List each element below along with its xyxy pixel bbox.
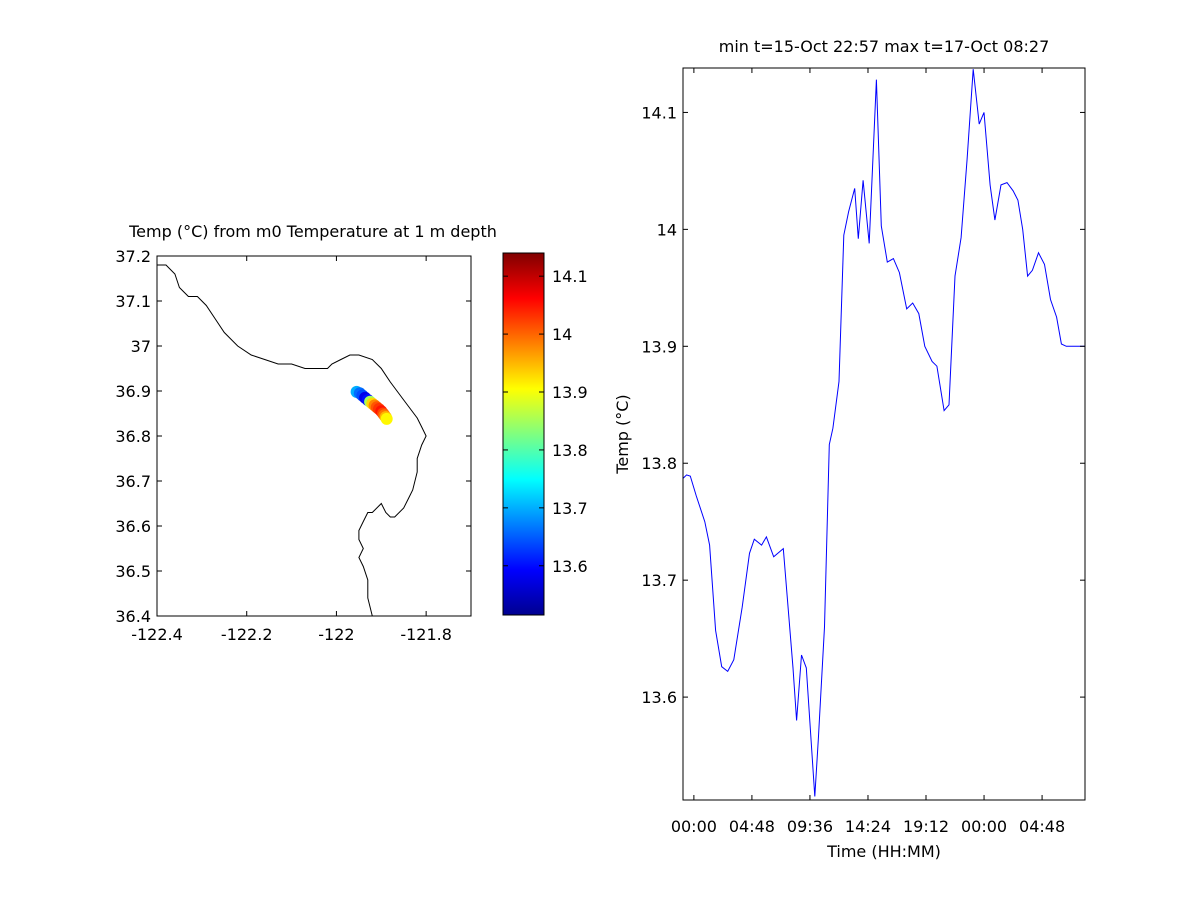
- map-y-ticks: 36.4 36.5 36.6 36.7 36.8 36.9 37 37.1 37.2: [115, 247, 471, 626]
- colorbar-tick-label: 14.1: [552, 267, 588, 286]
- colorbar: 13.6 13.7 13.8 13.9 14 14.1: [502, 252, 588, 616]
- map-plot-area: [157, 264, 427, 617]
- timeseries-x-tick-label: 14:24: [845, 817, 891, 836]
- map-panel: Temp (°C) from m0 Temperature at 1 m dep…: [115, 222, 497, 644]
- map-y-tick-label: 36.5: [115, 562, 151, 581]
- map-title: Temp (°C) from m0 Temperature at 1 m dep…: [128, 222, 497, 241]
- temperature-point: [380, 412, 393, 425]
- timeseries-x-ticks: 00:00 04:48 09:36 14:24 19:12 00:00 04:48: [671, 68, 1065, 836]
- colorbar-tick-label: 13.6: [552, 557, 588, 576]
- coastline: [157, 264, 427, 617]
- colorbar-tick-label: 14: [552, 325, 572, 344]
- temperature-series-line: [682, 69, 1085, 797]
- map-x-tick-label: -122.2: [221, 625, 273, 644]
- colorbar-gradient: [502, 252, 545, 616]
- colorbar-tick-label: 13.9: [552, 383, 588, 402]
- map-y-tick-label: 37: [131, 337, 151, 356]
- map-y-tick-label: 36.4: [115, 607, 151, 626]
- timeseries-x-axis-label: Time (HH:MM): [826, 842, 941, 861]
- temperature-points: [350, 385, 393, 425]
- timeseries-y-tick-label: 13.8: [641, 454, 677, 473]
- map-x-tick-label: -122: [318, 625, 354, 644]
- timeseries-y-tick-label: 13.9: [641, 337, 677, 356]
- map-x-tick-label: -121.8: [400, 625, 452, 644]
- timeseries-x-tick-label: 09:36: [787, 817, 833, 836]
- timeseries-x-tick-label: 04:48: [1019, 817, 1065, 836]
- map-y-tick-label: 36.9: [115, 382, 151, 401]
- map-y-tick-label: 37.1: [115, 292, 151, 311]
- timeseries-axes-box: [682, 67, 1086, 801]
- map-y-tick-label: 36.7: [115, 472, 151, 491]
- map-x-ticks: -122.4 -122.2 -122 -121.8: [131, 256, 452, 644]
- timeseries-x-tick-label: 00:00: [671, 817, 717, 836]
- timeseries-panel: min t=15-Oct 22:57 max t=17-Oct 08:27 00…: [613, 37, 1086, 861]
- coastline-path: [157, 264, 427, 617]
- timeseries-x-tick-label: 19:12: [903, 817, 949, 836]
- timeseries-y-tick-label: 13.7: [641, 571, 677, 590]
- map-y-tick-label: 36.6: [115, 517, 151, 536]
- map-x-tick-label: -122.4: [131, 625, 183, 644]
- timeseries-y-tick-label: 14: [657, 220, 677, 239]
- timeseries-x-tick-label: 00:00: [961, 817, 1007, 836]
- colorbar-ticks: 13.6 13.7 13.8 13.9 14 14.1: [503, 267, 588, 576]
- map-y-tick-label: 36.8: [115, 427, 151, 446]
- timeseries-title: min t=15-Oct 22:57 max t=17-Oct 08:27: [719, 37, 1050, 56]
- map-y-tick-label: 37.2: [115, 247, 151, 266]
- timeseries-x-tick-label: 04:48: [729, 817, 775, 836]
- timeseries-y-ticks: 13.6 13.7 13.8 13.9 14 14.1: [641, 103, 1085, 707]
- map-axes-box: [156, 255, 472, 617]
- timeseries-y-axis-label: Temp (°C): [613, 394, 632, 474]
- timeseries-y-tick-label: 13.6: [641, 688, 677, 707]
- timeseries-y-tick-label: 14.1: [641, 103, 677, 122]
- timeseries-plot-area: [682, 69, 1085, 797]
- colorbar-tick-label: 13.7: [552, 499, 588, 518]
- colorbar-tick-label: 13.8: [552, 441, 588, 460]
